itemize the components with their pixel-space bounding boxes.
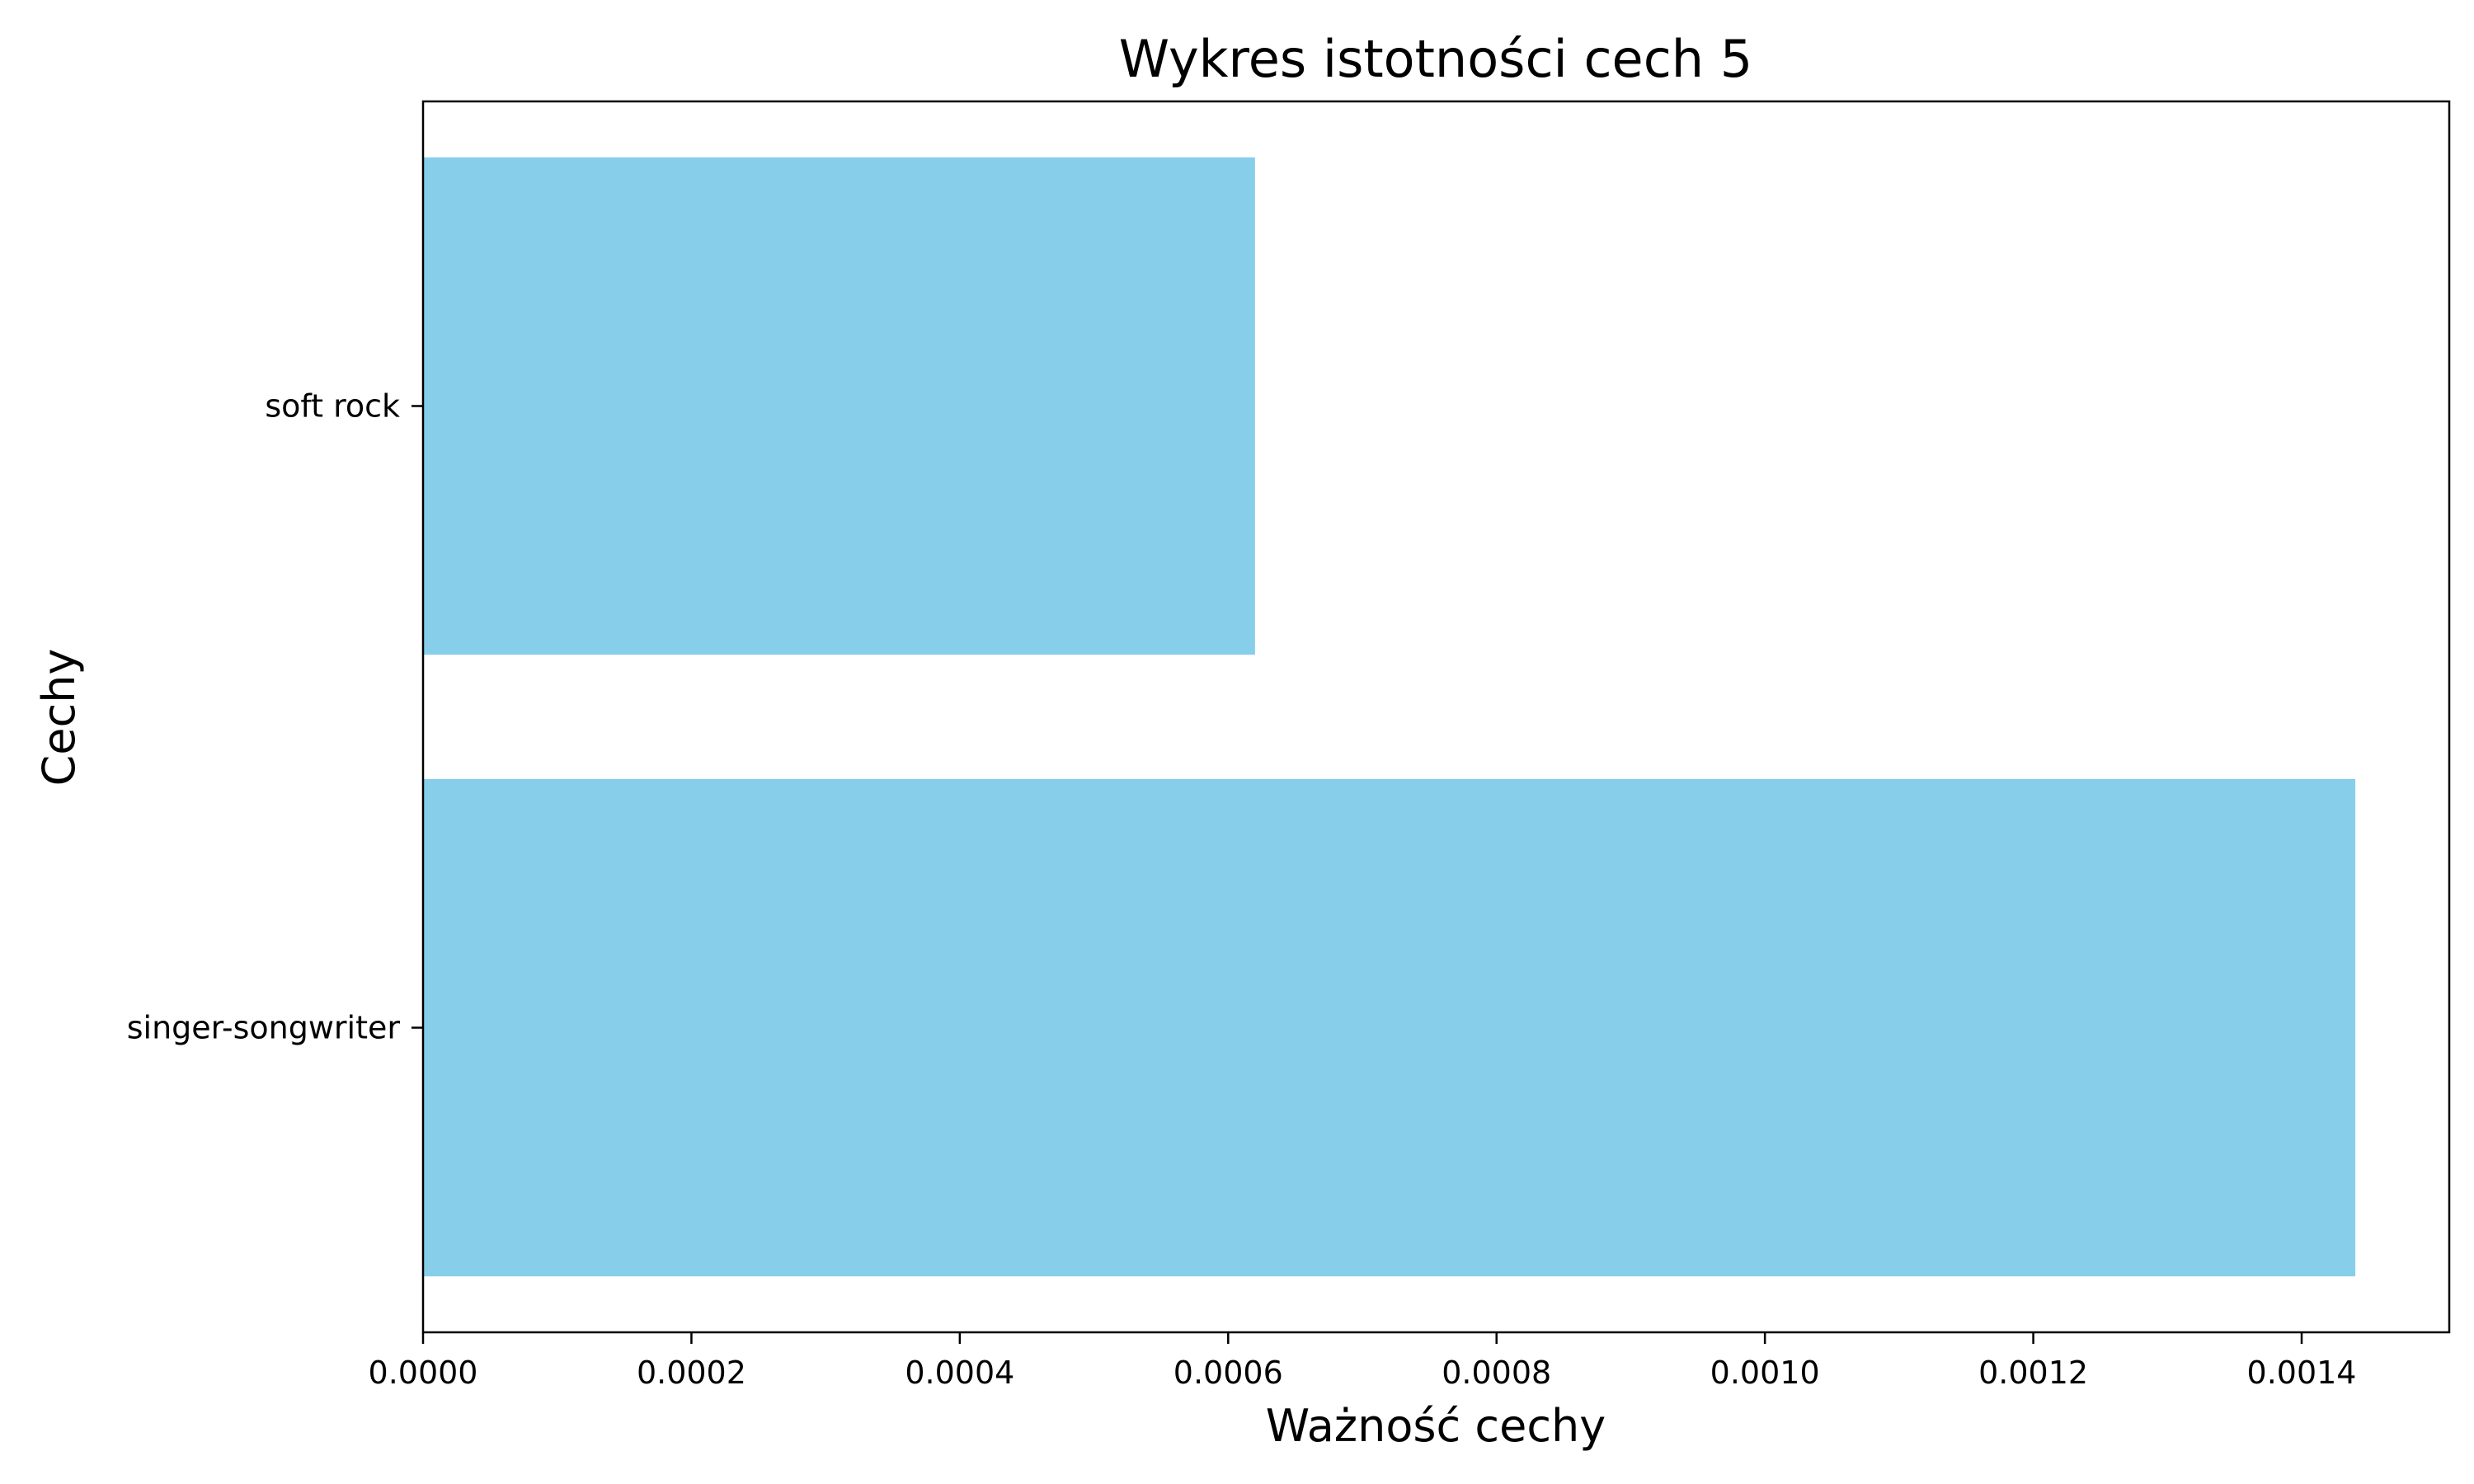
x-tick-label: 0.0010 <box>1710 1355 1820 1391</box>
plot-frame <box>421 100 2451 1334</box>
x-tick-label: 0.0004 <box>905 1355 1014 1391</box>
bars-group <box>423 157 2356 1277</box>
x-tick-label: 0.0008 <box>1442 1355 1551 1391</box>
x-tick-label: 0.0006 <box>1174 1355 1283 1391</box>
x-axis-label: Ważność cechy <box>1266 1400 1606 1452</box>
y-axis-label: Cechy <box>33 649 85 787</box>
y-tick-label: singer-songwriter <box>127 1010 401 1046</box>
chart-title: Wykres istotności cech 5 <box>1119 29 1753 89</box>
y-axis-ticks: singer-songwriter soft rock <box>127 387 423 1046</box>
x-tick-label: 0.0012 <box>1978 1355 2088 1391</box>
x-axis-ticks: 0.0000 0.0002 0.0004 0.0006 0.0008 0.0010 0.00… <box>369 1332 2357 1391</box>
x-tick-label: 0.0014 <box>2247 1355 2357 1391</box>
bar-singer-songwriter <box>423 778 2356 1277</box>
y-tick-label: soft rock <box>265 387 400 424</box>
x-tick-label: 0.0000 <box>369 1355 478 1391</box>
x-tick-label: 0.0002 <box>637 1355 746 1391</box>
bar-soft-rock <box>423 157 1255 655</box>
